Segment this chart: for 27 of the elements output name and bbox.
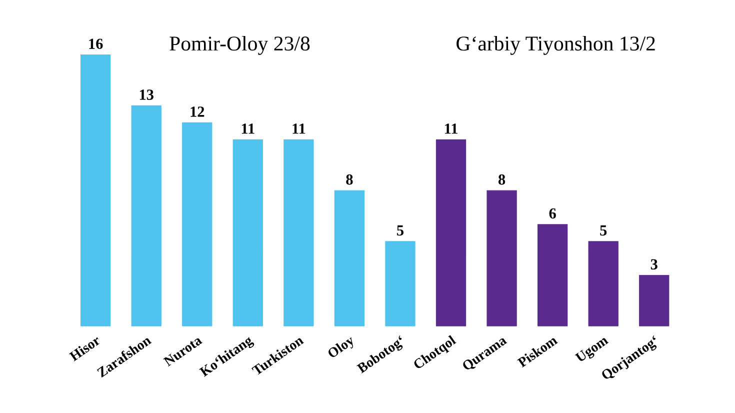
bar [232,139,263,326]
bar [385,241,416,326]
bar [588,241,618,326]
bar [639,275,670,326]
data-label: 6 [549,208,556,219]
data-label: 11 [292,124,306,134]
bar [284,139,314,326]
data-label: 13 [140,90,154,100]
data-label: 8 [346,174,353,185]
bar [537,224,568,326]
bar [182,122,212,326]
bar [80,54,111,326]
data-label: 11 [242,124,254,134]
data-label: 11 [445,124,458,134]
bar [436,139,466,326]
data-label: 8 [498,174,506,185]
bar [131,105,162,326]
data-label: 3 [650,259,658,270]
x-tick-label: Oloy [326,334,357,361]
annotation: G‘arbiy Tiyonshon 13/2 [456,36,655,55]
bar [334,190,365,326]
data-label: 5 [397,225,404,236]
bar [486,190,517,326]
annotation: Pomir-Oloy 23/8 [170,36,310,55]
data-label: 16 [89,38,103,49]
data-label: 12 [190,106,204,117]
data-label: 5 [600,225,607,236]
